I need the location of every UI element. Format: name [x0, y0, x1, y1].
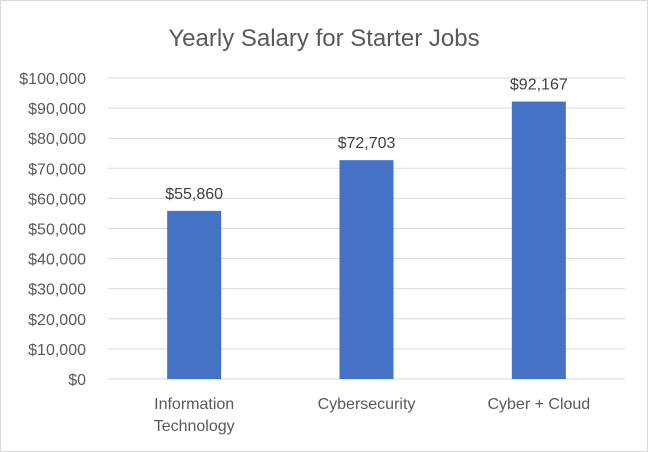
y-tick-label: $60,000: [28, 191, 86, 208]
data-label: $92,167: [510, 77, 568, 94]
y-tick-label: $40,000: [28, 252, 86, 269]
y-tick-label: $90,000: [28, 101, 86, 118]
y-tick-label: $30,000: [28, 282, 86, 299]
y-tick-label: $70,000: [28, 161, 86, 178]
chart-title: Yearly Salary for Starter Jobs: [168, 25, 479, 52]
x-tick-label: Information: [154, 396, 234, 413]
bar: [339, 160, 394, 379]
y-tick-label: $0: [68, 372, 86, 389]
x-tick-label: Cybersecurity: [318, 396, 416, 413]
data-label: $55,860: [165, 186, 223, 203]
y-tick-label: $100,000: [19, 71, 86, 88]
y-tick-label: $50,000: [28, 222, 86, 239]
y-tick-label: $10,000: [28, 342, 86, 359]
data-label: $72,703: [338, 135, 396, 152]
x-tick-label: Technology: [154, 418, 235, 435]
x-tick-label: Cyber + Cloud: [487, 396, 590, 413]
bar: [167, 210, 222, 379]
bar: [511, 101, 566, 379]
y-tick-label: $20,000: [28, 312, 86, 329]
y-tick-label: $80,000: [28, 131, 86, 148]
